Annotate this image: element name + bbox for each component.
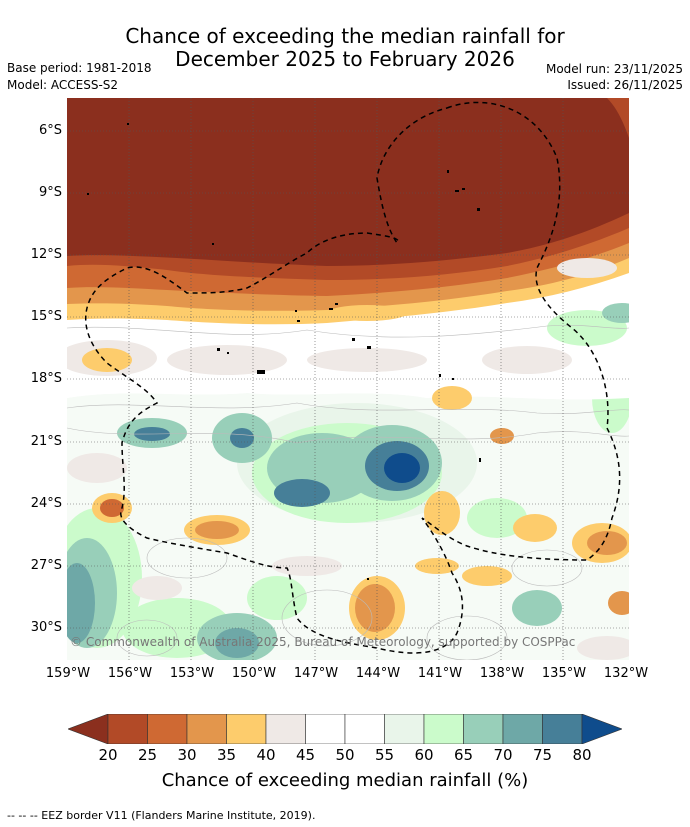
lon-label: 159°W — [45, 666, 91, 681]
colorbar-tick: 55 — [374, 746, 395, 764]
colorbar-tick: 50 — [335, 746, 355, 764]
lon-label: 141°W — [417, 666, 463, 681]
colorbar-cell — [344, 714, 385, 744]
lat-label: 9°S — [38, 185, 62, 200]
colorbar-tick: 30 — [177, 746, 197, 764]
colorbar-tick: 40 — [256, 746, 276, 764]
colorbar-cell — [502, 714, 543, 744]
lat-label: 24°S — [30, 496, 62, 511]
colorbar-tick: 35 — [216, 746, 237, 764]
colorbar-cell — [305, 714, 346, 744]
colorbar-cell — [226, 714, 267, 744]
colorbar-tick: 75 — [532, 746, 553, 764]
model-run: Model run: 23/11/2025 — [545, 62, 683, 76]
colorbar-tick: 80 — [572, 746, 592, 764]
northern-dry-band — [67, 98, 629, 325]
lat-label: 21°S — [30, 434, 62, 449]
colorbar-tick: 60 — [414, 746, 434, 764]
colorbar-tick: 25 — [137, 746, 158, 764]
lon-label: 144°W — [355, 666, 401, 681]
lon-label: 147°W — [293, 666, 339, 681]
islands — [87, 123, 481, 580]
lon-label: 153°W — [169, 666, 215, 681]
map-title-line1: Chance of exceeding the median rainfall … — [125, 24, 565, 48]
southern-anomaly-band — [67, 363, 629, 660]
map-title-line2: December 2025 to February 2026 — [175, 47, 515, 71]
lat-label: 15°S — [30, 309, 62, 324]
eez-border — [85, 101, 621, 654]
lat-label: 12°S — [30, 247, 62, 262]
colorbar — [68, 714, 622, 744]
lon-label: 156°W — [107, 666, 153, 681]
lat-label: 27°S — [30, 558, 62, 573]
base-period: Base period: 1981-2018 — [7, 61, 152, 75]
model-name: Model: ACCESS-S2 — [7, 78, 119, 92]
colorbar-cell — [581, 714, 622, 744]
colorbar-tick: 70 — [493, 746, 513, 764]
lat-label: 18°S — [30, 371, 62, 386]
colorbar-tick: 65 — [453, 746, 474, 764]
colorbar-cell — [147, 714, 188, 744]
probability-contours — [67, 324, 629, 660]
rainfall-probability-map — [67, 98, 629, 660]
colorbar-cell — [186, 714, 227, 744]
colorbar-cell — [68, 714, 109, 744]
copyright-notice: © Commonwealth of Australia 2025, Bureau… — [70, 635, 576, 649]
lon-label: 138°W — [479, 666, 525, 681]
lon-label: 150°W — [231, 666, 277, 681]
colorbar-cell — [463, 714, 504, 744]
graticule — [67, 98, 629, 660]
eez-legend-note: -- -- -- EEZ border V11 (Flanders Marine… — [7, 809, 316, 822]
colorbar-cell — [107, 714, 148, 744]
colorbar-cell — [423, 714, 464, 744]
lon-label: 135°W — [541, 666, 587, 681]
lat-label: 30°S — [30, 620, 62, 635]
colorbar-cell — [384, 714, 425, 744]
central-band — [67, 303, 629, 410]
colorbar-tick: 20 — [98, 746, 118, 764]
lon-label: 132°W — [603, 666, 649, 681]
colorbar-label: Chance of exceeding median rainfall (%) — [161, 770, 529, 791]
colorbar-cell — [542, 714, 583, 744]
issued-date: Issued: 26/11/2025 — [567, 78, 683, 92]
colorbar-cell — [265, 714, 306, 744]
colorbar-tick: 45 — [295, 746, 316, 764]
lat-label: 6°S — [38, 123, 62, 138]
